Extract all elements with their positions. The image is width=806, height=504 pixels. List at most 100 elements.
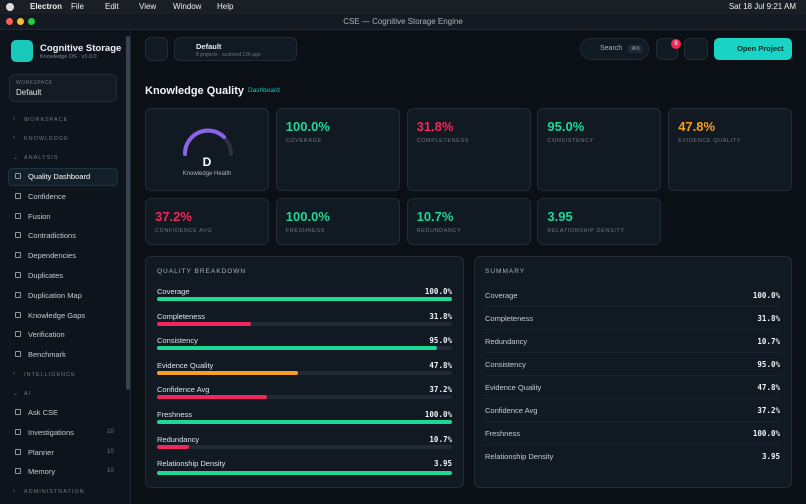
nav-item[interactable]: Memory xyxy=(28,467,56,477)
menu-item[interactable]: Window xyxy=(173,2,202,11)
item-icon xyxy=(15,173,21,179)
metric-name: FRESHNESS xyxy=(285,228,325,234)
clock: Sat 18 Jul 9:21 AM xyxy=(728,2,796,11)
menu-item[interactable]: View xyxy=(139,2,157,11)
metric-value: 100.0% xyxy=(285,209,330,224)
summary-value: 47.8% xyxy=(757,383,780,392)
nav-item[interactable]: Benchmark xyxy=(28,350,66,360)
search-box[interactable] xyxy=(580,38,649,60)
health-grade: D xyxy=(202,155,212,169)
menubar-app: Electron xyxy=(30,2,63,11)
summary-divider xyxy=(485,421,780,422)
open-project-label: Open Project xyxy=(737,44,784,53)
item-icon xyxy=(15,192,21,199)
bar-track xyxy=(157,395,452,400)
nav-item[interactable]: Contradictions xyxy=(28,231,76,241)
menu-item[interactable]: File xyxy=(71,2,84,11)
summary-label: Freshness xyxy=(485,429,521,438)
nav-item[interactable]: Confidence xyxy=(28,191,66,201)
scrollbar[interactable] xyxy=(126,36,130,390)
breakdown-value: 100.0% xyxy=(424,287,452,296)
summary-label: Consistency xyxy=(485,360,526,369)
menu-item[interactable]: Edit xyxy=(105,2,119,11)
summary-value: 31.8% xyxy=(757,314,780,323)
menu-button[interactable] xyxy=(145,37,168,61)
summary-value: 100.0% xyxy=(752,429,780,438)
nav-item[interactable]: Quality Dashboard xyxy=(28,172,91,181)
theme-button[interactable] xyxy=(684,38,708,60)
metric-card xyxy=(668,108,793,191)
section-title[interactable]: ADMINISTRATION xyxy=(24,489,85,496)
brand-logo xyxy=(11,40,33,62)
summary-panel xyxy=(474,256,792,488)
page-badge: Dashboard xyxy=(248,87,280,94)
nav-item[interactable]: Duplication Map xyxy=(28,290,82,300)
section-title[interactable]: KNOWLEDGE xyxy=(24,136,69,142)
section-title[interactable]: WORKSPACE xyxy=(24,117,69,123)
summary-label: Completeness xyxy=(485,314,533,323)
summary-label: Confidence Avg xyxy=(485,406,538,415)
menubar xyxy=(0,0,806,14)
section-caret: ⌄ xyxy=(13,391,19,397)
section-caret: › xyxy=(13,488,15,495)
apple-logo[interactable] xyxy=(6,3,14,11)
project-name: Default xyxy=(196,42,222,51)
metric-value: 47.8% xyxy=(678,119,716,134)
breakdown-value: 3.95 xyxy=(433,459,452,469)
density-bar xyxy=(157,471,452,475)
nav-item[interactable]: Dependencies xyxy=(28,251,76,261)
section-title[interactable]: INTELLIGENCE xyxy=(24,372,76,378)
summary-value: 100.0% xyxy=(752,291,780,300)
menu-item[interactable]: Help xyxy=(217,2,234,11)
section-title[interactable]: AI xyxy=(24,391,32,397)
bar xyxy=(157,370,298,375)
item-icon xyxy=(15,272,21,278)
nav-item[interactable]: Duplicates xyxy=(28,271,64,280)
workspace-selector[interactable] xyxy=(9,74,117,102)
breakdown-value: 95.0% xyxy=(429,336,452,346)
health-gauge xyxy=(182,128,233,156)
nav-item[interactable]: Knowledge Gaps xyxy=(28,310,86,320)
metric-card xyxy=(275,198,400,245)
minimize-button[interactable] xyxy=(17,18,24,25)
health-label: Knowledge Health xyxy=(182,171,232,177)
project-selector[interactable] xyxy=(174,37,297,61)
breakdown-name: Completeness xyxy=(157,311,205,321)
nav-item[interactable]: Investigations xyxy=(28,427,74,437)
summary-divider xyxy=(485,329,780,330)
breakdown-value: 100.0% xyxy=(424,410,452,419)
summary-divider xyxy=(485,375,780,376)
metric-card xyxy=(406,108,531,191)
breakdown-name: Coverage xyxy=(157,287,190,296)
open-project-button[interactable] xyxy=(714,38,792,60)
section-caret: › xyxy=(13,135,15,141)
metric-card xyxy=(145,198,269,245)
metric-name: REDUNDANCY xyxy=(416,228,462,234)
item-icon xyxy=(15,311,21,318)
nav-item[interactable]: Verification xyxy=(28,330,65,340)
metric-value: 100.0% xyxy=(285,119,330,134)
zoom-button[interactable] xyxy=(28,18,35,25)
breakdown-name: Redundancy xyxy=(157,434,200,444)
breakdown-name: Evidence Quality xyxy=(157,360,214,370)
bar xyxy=(157,321,251,326)
metric-value: 95.0% xyxy=(547,119,585,134)
summary-title: SUMMARY xyxy=(485,268,526,275)
nav-item[interactable]: Planner xyxy=(28,447,54,457)
section-title[interactable]: ANALYSIS xyxy=(24,155,59,161)
metric-name: CONSISTENCY xyxy=(547,138,594,144)
notification-badge: 8 xyxy=(671,39,681,49)
summary-value: 10.7% xyxy=(757,337,780,346)
summary-label: Coverage xyxy=(485,291,518,300)
breakdown-name: Confidence Avg xyxy=(157,385,210,395)
item-icon xyxy=(15,468,21,475)
window-title: CSE — Cognitive Storage Engine xyxy=(343,17,463,26)
nav-item[interactable]: Ask CSE xyxy=(28,408,59,417)
close-button[interactable] xyxy=(6,18,13,25)
item-icon xyxy=(15,428,21,435)
item-icon xyxy=(15,331,21,338)
health-card xyxy=(145,108,269,191)
nav-item[interactable]: Fusion xyxy=(28,211,51,221)
metric-card xyxy=(537,198,662,245)
